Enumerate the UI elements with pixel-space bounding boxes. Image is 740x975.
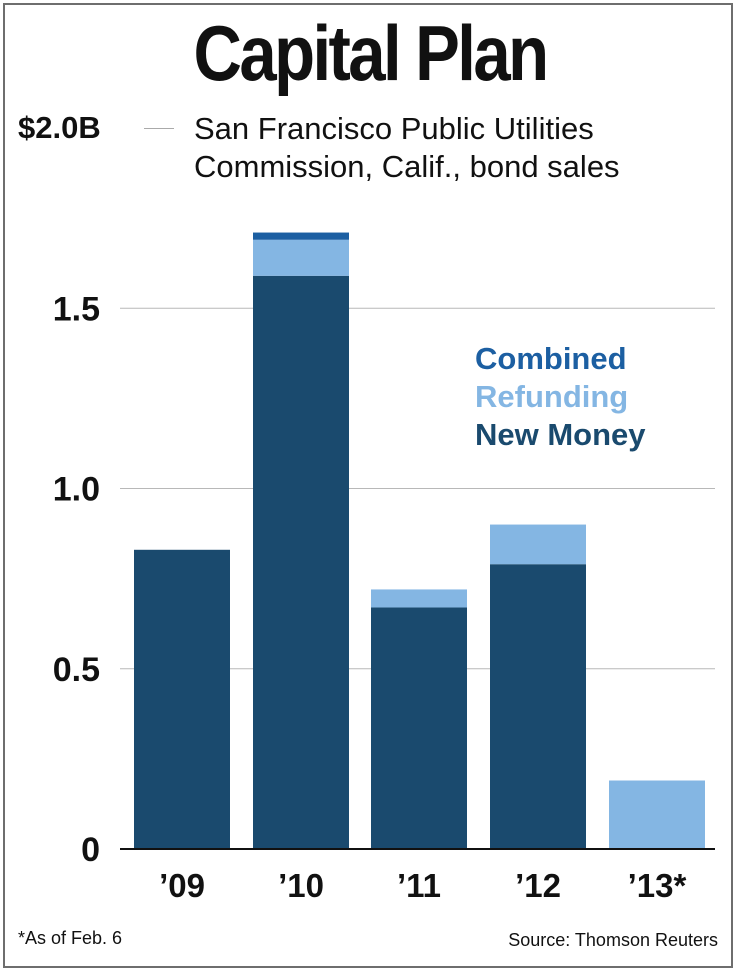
bars (134, 232, 705, 849)
bar-new-money (371, 607, 467, 849)
bar-new-money (253, 275, 349, 849)
bar-refunding (371, 589, 467, 608)
bar-refunding (253, 239, 349, 276)
footnote: *As of Feb. 6 (18, 928, 123, 948)
y-tick-label: 1.5 (53, 290, 100, 328)
subtitle-line-2: Commission, Calif., bond sales (194, 149, 620, 184)
y-tick-label: 0.5 (53, 651, 100, 689)
x-tick-label: ’10 (278, 867, 324, 904)
x-tick-label: ’12 (515, 867, 561, 904)
legend-item: Combined (475, 341, 627, 376)
bar-combined (253, 232, 349, 240)
bar-new-money (490, 564, 586, 849)
bar-refunding (609, 780, 705, 849)
subtitle-line-1: San Francisco Public Utilities (194, 111, 594, 146)
source-note: Source: Thomson Reuters (508, 930, 718, 950)
y-axis-max-label: $2.0B (18, 110, 101, 145)
chart-subtitle: San Francisco Public Utilities Commissio… (194, 110, 724, 186)
y-tick-label: 0 (81, 831, 100, 869)
chart-title: Capital Plan (193, 9, 549, 97)
y-tick-label: 1.0 (53, 471, 100, 509)
x-tick-label: ’09 (159, 867, 205, 904)
legend-item: New Money (475, 417, 646, 452)
bar-new-money (134, 549, 230, 849)
axis: 0 0.5 1.0 1.5 ’09 ’10 ’11 ’12 ’13* (53, 290, 715, 904)
x-tick-label: ’11 (397, 867, 441, 904)
bar-refunding (490, 524, 586, 565)
legend-item: Refunding (475, 379, 628, 414)
y-axis-max-rule (144, 128, 174, 129)
x-tick-label: ’13* (628, 867, 687, 904)
